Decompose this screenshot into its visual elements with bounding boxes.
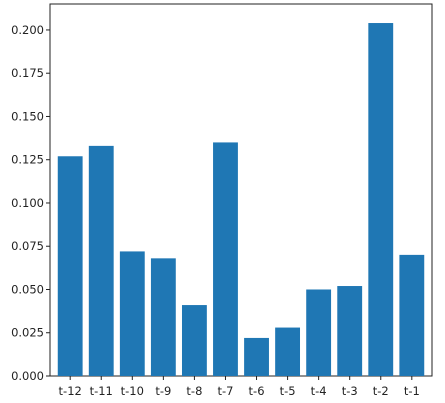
x-tick-label: t-6 [249, 384, 265, 398]
x-tick-label: t-8 [186, 384, 202, 398]
x-tick-label: t-12 [59, 384, 82, 398]
y-tick-label: 0.200 [11, 23, 44, 37]
x-tick-label: t-7 [217, 384, 233, 398]
y-tick-label: 0.075 [11, 239, 44, 253]
bar-t-8 [181, 305, 207, 376]
x-tick-label: t-5 [280, 384, 296, 398]
bar-t-7 [213, 142, 238, 376]
bar-t-2 [368, 23, 394, 377]
y-axis: 0.000 0.025 0.050 0.075 0.100 0.125 0.150 0.175… [11, 23, 50, 383]
y-tick-label: 0.100 [11, 196, 44, 210]
x-tick-label: t-3 [342, 384, 358, 398]
bar-t-3 [337, 286, 363, 376]
y-tick-label: 0.000 [11, 369, 44, 383]
x-tick-label: t-1 [404, 384, 420, 398]
bar-t-9 [150, 258, 176, 376]
bar-t-5 [275, 327, 301, 376]
bars-group [57, 23, 425, 377]
bar-t-12 [57, 156, 83, 376]
bar-t-6 [244, 337, 269, 376]
bar-t-10 [119, 251, 145, 376]
y-tick-label: 0.125 [11, 153, 44, 167]
bar-t-4 [306, 289, 332, 376]
y-tick-label: 0.175 [11, 66, 44, 80]
x-tick-label: t-2 [373, 384, 389, 398]
bar-t-1 [399, 254, 425, 376]
x-tick-label: t-11 [90, 384, 113, 398]
x-tick-label: t-4 [311, 384, 327, 398]
y-tick-label: 0.150 [11, 109, 44, 123]
bar-t-11 [88, 145, 114, 376]
x-axis: t-12 t-11 t-10 t-9 t-8 t-7 t-6 t-5 t-4 t-3 t-2 t-1 [59, 376, 420, 398]
y-tick-label: 0.025 [11, 326, 44, 340]
x-tick-label: t-10 [121, 384, 144, 398]
x-tick-label: t-9 [155, 384, 171, 398]
y-tick-label: 0.050 [11, 282, 44, 296]
